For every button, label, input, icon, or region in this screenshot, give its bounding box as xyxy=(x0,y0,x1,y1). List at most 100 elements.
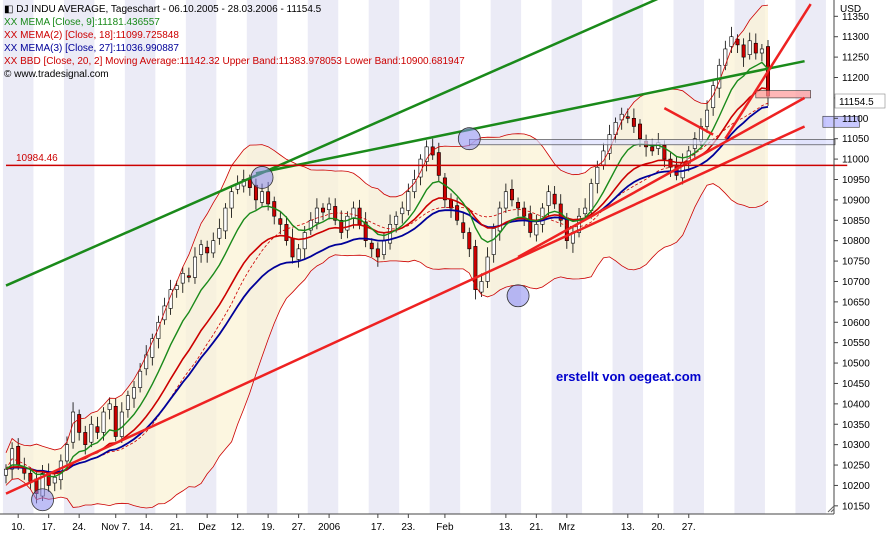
candle xyxy=(442,172,447,209)
candle-body xyxy=(546,191,551,206)
candle-body xyxy=(381,240,386,255)
y-tick-label: 10400 xyxy=(842,399,870,410)
candle xyxy=(284,216,289,246)
candle-body xyxy=(479,281,484,293)
candle xyxy=(156,315,161,349)
candle-body xyxy=(662,144,667,160)
candle xyxy=(473,239,478,300)
candle xyxy=(546,185,551,216)
candle xyxy=(95,416,100,439)
candle xyxy=(412,169,417,199)
candle-body xyxy=(296,248,301,260)
candle-body xyxy=(52,476,57,484)
highlight-box xyxy=(822,115,860,128)
candle-body xyxy=(705,109,710,127)
candle-body xyxy=(180,273,185,284)
candle xyxy=(619,107,624,130)
candle xyxy=(467,227,472,257)
candle xyxy=(759,44,764,62)
candle-body xyxy=(150,338,155,358)
legend-text: BBD [Close, 20, 2] Moving Average:11142.… xyxy=(20,56,465,67)
candle-body xyxy=(528,213,533,233)
candle-body xyxy=(314,207,319,224)
candle-body xyxy=(455,205,460,221)
candle xyxy=(516,197,521,217)
candle-body xyxy=(125,395,130,410)
trendline xyxy=(663,107,714,136)
trendline xyxy=(724,3,812,140)
x-tick-label: 14. xyxy=(139,522,153,533)
unit-label: USD xyxy=(840,4,861,15)
bollinger-upper-line xyxy=(5,4,769,453)
legend-item-mema9: XX MEMA [Close, 9]:11181.436557 xyxy=(4,17,160,28)
candle-body xyxy=(467,232,472,250)
candle-body xyxy=(345,215,350,231)
candle-body xyxy=(625,116,630,119)
marker-circle xyxy=(31,488,54,512)
y-tick-label: 11000 xyxy=(842,155,870,166)
x-tick-label: Feb xyxy=(436,522,454,533)
candle-body xyxy=(449,199,453,209)
candle-body xyxy=(729,36,734,47)
y-tick-label: 10900 xyxy=(842,195,870,206)
candle-body xyxy=(516,202,521,209)
candle-body xyxy=(260,191,265,203)
y-tick-label: 10800 xyxy=(842,236,870,247)
candle xyxy=(168,279,173,315)
candle-body xyxy=(631,118,636,127)
candle-body xyxy=(119,411,124,437)
legend-text: MEMA(3) [Close, 27]:11036.990887 xyxy=(20,43,179,54)
trendline xyxy=(255,59,805,175)
candle-body xyxy=(509,188,514,201)
candle-body xyxy=(229,191,234,209)
candle-body xyxy=(650,146,655,152)
candle-body xyxy=(497,207,502,232)
candle xyxy=(522,201,527,226)
candle-body xyxy=(284,224,289,241)
y-tick-label: 11050 xyxy=(842,134,870,145)
trendline xyxy=(5,0,659,287)
moving-average-lines xyxy=(5,4,769,509)
resize-grip-icon[interactable] xyxy=(827,505,835,513)
y-tick-label: 10450 xyxy=(842,379,870,390)
candle xyxy=(174,280,179,298)
candle-body xyxy=(412,179,417,193)
week-stripe xyxy=(2,0,34,514)
legend-item-mema27: XX MEMA(3) [Close, 27]:11036.990887 xyxy=(4,43,179,54)
candle-body xyxy=(192,256,197,278)
chart-title-text: DJ INDU AVERAGE, Tageschart - 06.10.2005… xyxy=(16,4,321,15)
candle-body xyxy=(534,224,539,236)
x-tick-label: 20. xyxy=(651,522,665,533)
watermark-text: erstellt von oegeat.com xyxy=(556,369,701,384)
y-tick-label: 11350 xyxy=(842,12,870,23)
candle-body xyxy=(89,423,94,443)
legend-prefix: XX xyxy=(4,43,18,54)
candle-body xyxy=(424,146,429,162)
candle-body xyxy=(400,207,405,215)
candle xyxy=(485,247,490,289)
candle xyxy=(436,142,441,182)
candle xyxy=(132,381,136,408)
y-tick-label: 11300 xyxy=(842,32,870,43)
candle-body xyxy=(113,406,118,437)
candle-body xyxy=(589,183,594,211)
candle-body xyxy=(503,191,508,209)
candle-body xyxy=(595,166,600,184)
candle-body xyxy=(753,42,758,54)
candle xyxy=(747,32,752,60)
candle xyxy=(71,402,76,449)
candle-body xyxy=(308,219,313,231)
highlight-box xyxy=(468,139,836,146)
marker-circle xyxy=(457,127,481,151)
x-tick-label: Nov 7. xyxy=(101,522,130,533)
candle-body xyxy=(369,242,374,250)
candle-body xyxy=(211,240,216,254)
y-tick-label: 10350 xyxy=(842,420,870,431)
x-tick-label: 23. xyxy=(401,522,415,533)
title-marker-icon: ◧ xyxy=(4,4,16,15)
y-tick-label: 10850 xyxy=(842,216,870,227)
candle xyxy=(278,212,283,235)
marker-circle xyxy=(506,284,530,308)
candle xyxy=(150,333,155,366)
candle-body xyxy=(290,237,295,258)
